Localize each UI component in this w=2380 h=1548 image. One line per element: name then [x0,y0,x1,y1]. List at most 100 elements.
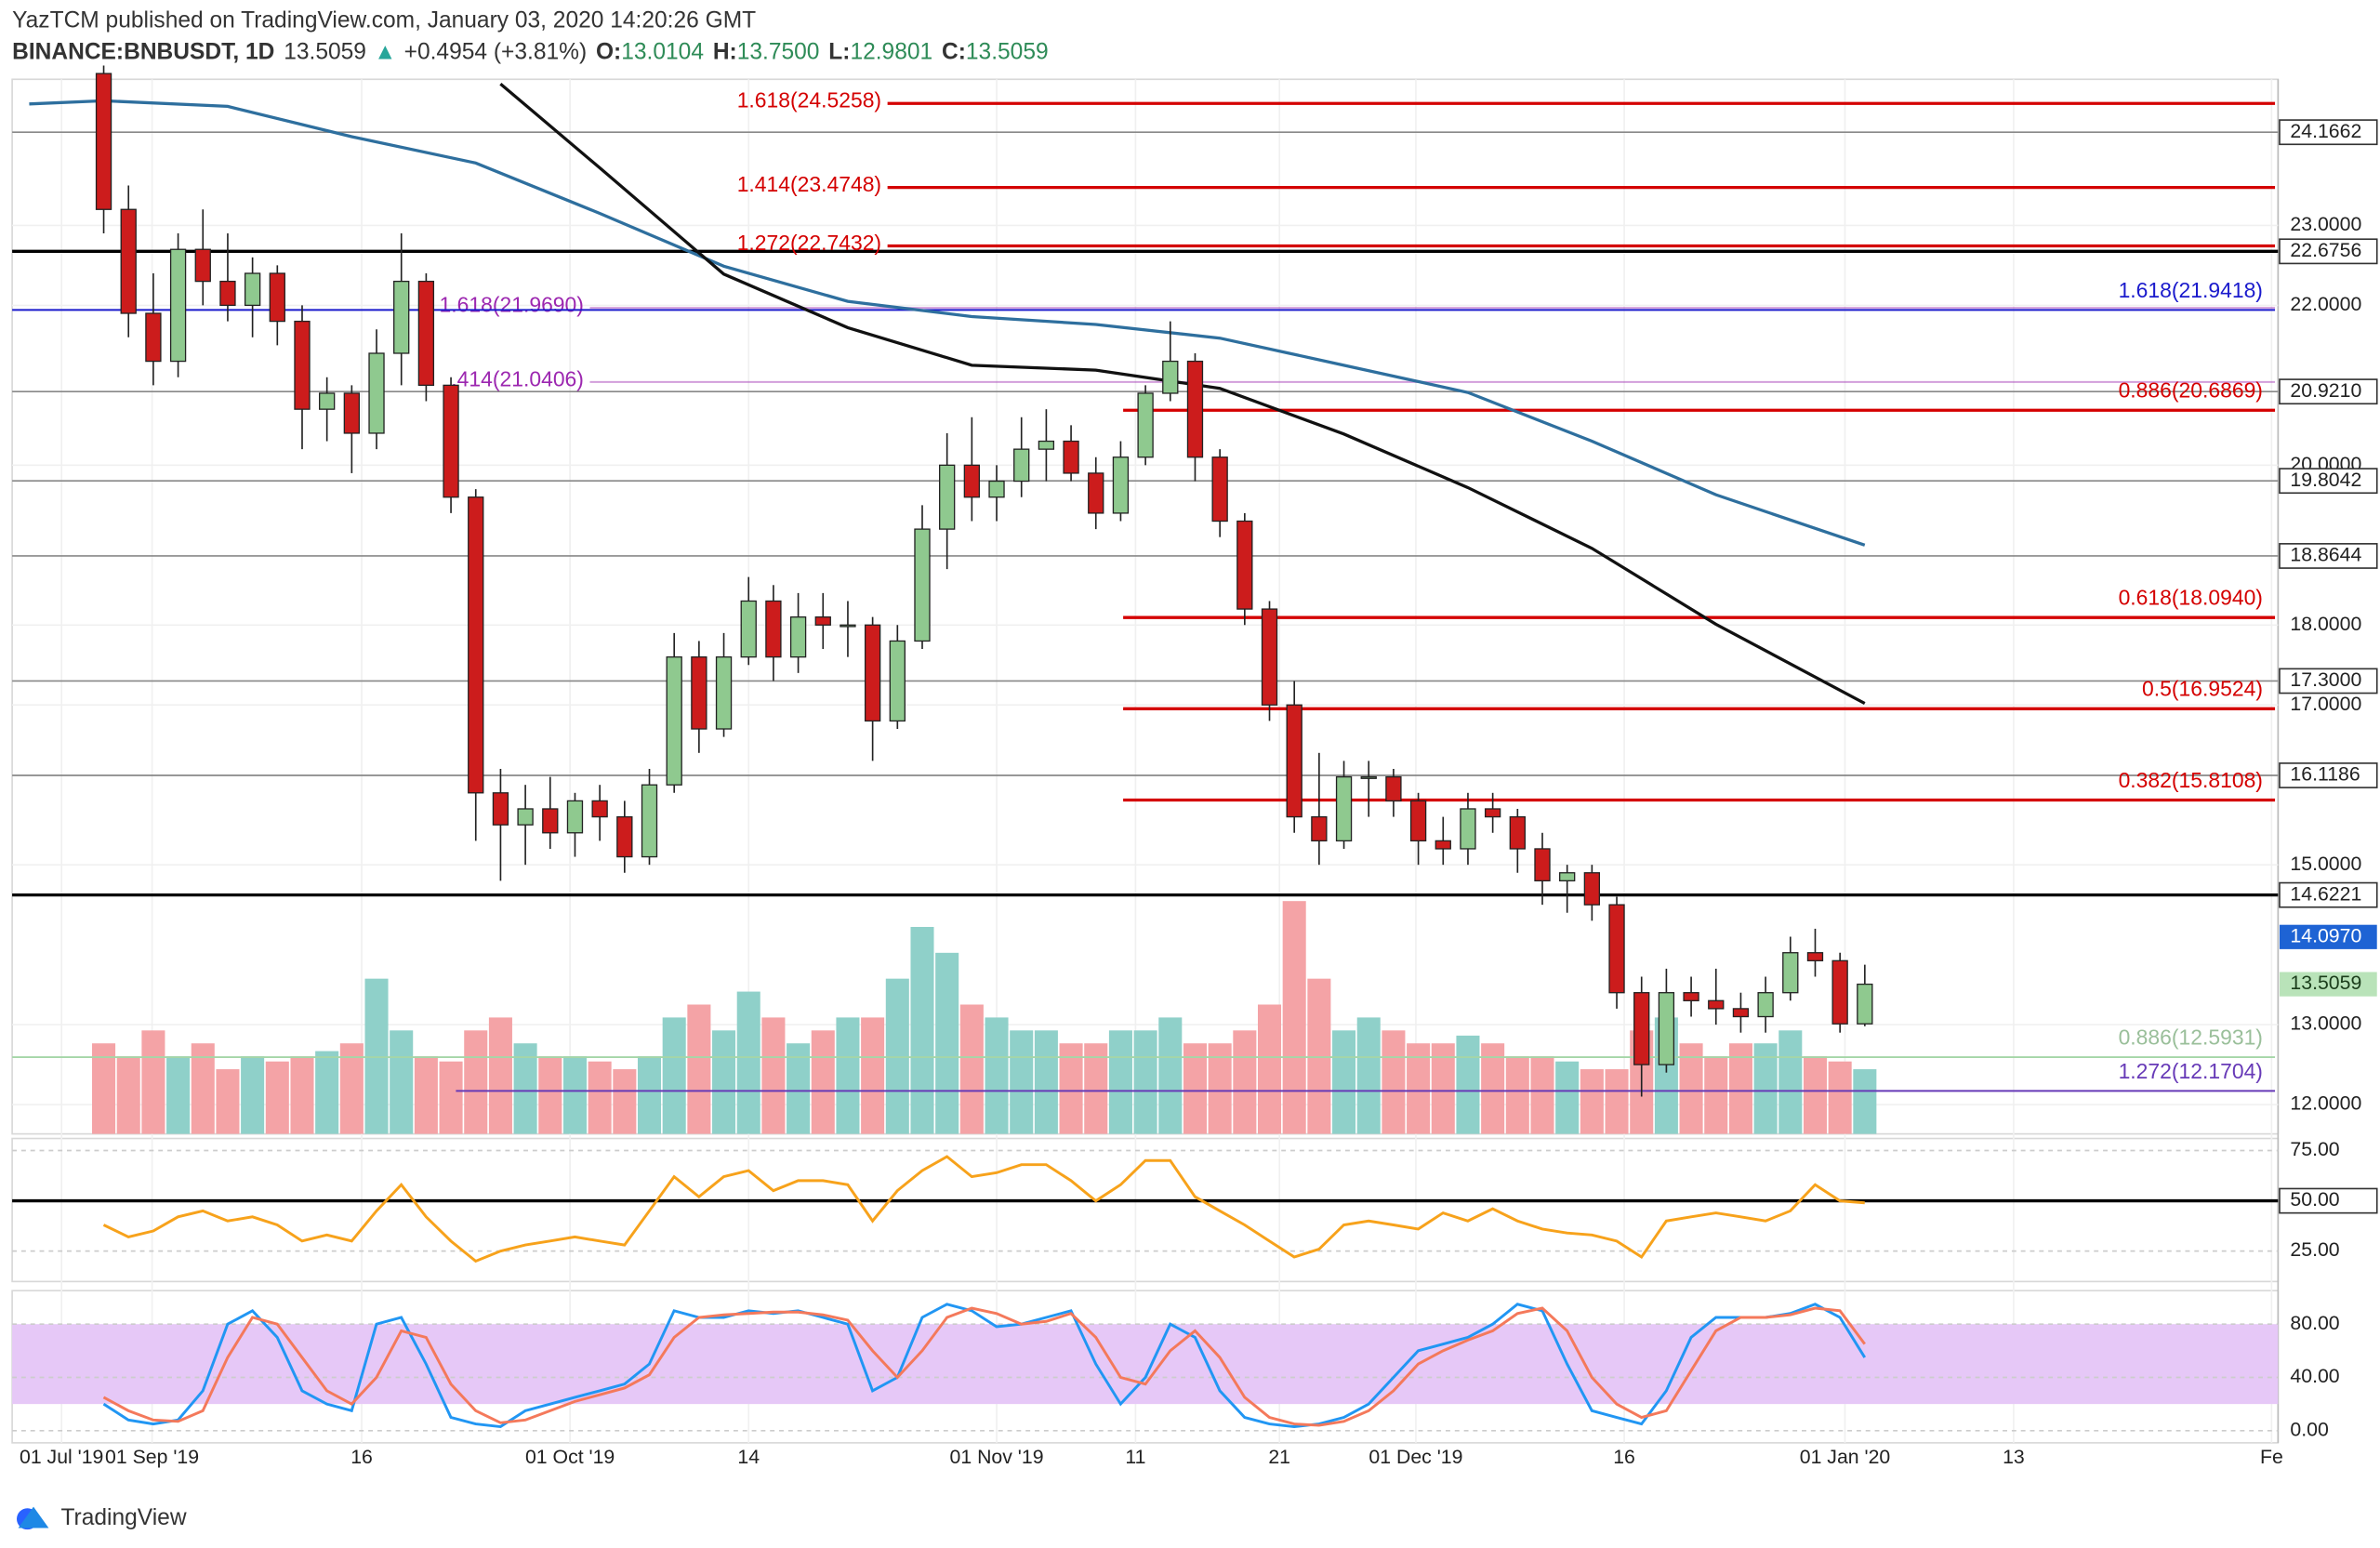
volume-bar [166,1056,191,1134]
band [12,1324,2279,1405]
y-tick-label: 50.00 [2290,1188,2339,1211]
fib-label: 0.5(16.9524) [2142,677,2263,701]
volume-bar [637,1056,662,1134]
level-label: 18.8644 [2290,544,2361,566]
x-tick-label: 01 Sep '19 [105,1446,199,1468]
volume-bar [1257,1004,1282,1134]
candle-body [1335,775,1353,842]
volume-bar [1158,1017,1183,1134]
level-label-box [2279,238,2378,265]
volume-bar [1530,1056,1554,1134]
panes: 01 Jul '19 01 Sep '19 16 01 Oct '19 14 01 Nov… [11,65,2378,1468]
volume-bar [736,991,760,1134]
last-price: 13.5059 [284,40,366,65]
candle-body [1013,448,1030,483]
candle-body [443,384,459,498]
candle-body [666,655,682,786]
volume-bar [836,1017,860,1134]
fib-label: 0.886(12.5931) [2119,1025,2263,1049]
candle-body [393,280,410,354]
candle-body [1088,472,1104,514]
x-tick-label: 01 Jul '19 [20,1446,103,1468]
candle-body [1409,800,1427,842]
level-label: 17.3000 [2290,668,2361,691]
candle-body [517,808,534,826]
x-tick-label: 16 [350,1446,373,1468]
candle-body [1732,1008,1750,1018]
volume-bar [1233,1030,1257,1134]
level-label: 24.1662 [2290,120,2361,142]
x-tick-label: 11 [1125,1446,1145,1468]
candle-body [492,792,509,826]
candle-body [120,208,137,314]
high-label: H: [713,40,737,65]
candle-body [1063,440,1079,474]
volume-bar [1728,1043,1752,1134]
volume-bar [1505,1056,1529,1134]
volume-bar [712,1030,736,1134]
candle-body [914,528,931,642]
volume-bar [191,1043,215,1134]
candle-body [1435,840,1451,850]
x-tick-label: 16 [1613,1446,1635,1468]
candle-body [939,464,956,530]
volume-bar [1034,1030,1058,1134]
candle-body [169,248,187,363]
volume-bar [861,1017,885,1134]
level-label-box [2279,468,2378,495]
level-label: 14.6221 [2290,882,2361,905]
y-tick-label: 13.0000 [2290,1012,2361,1035]
volume-bar [414,1056,438,1134]
candle-body [269,272,285,323]
indicator-line [102,1155,1865,1264]
candle-body [1460,808,1476,850]
volume-bar [1059,1043,1083,1134]
candle-body [789,616,807,658]
volume-bar [1828,1061,1852,1134]
close-value: 13.5059 [966,40,1049,65]
y-tick-label: 80.00 [2290,1312,2339,1334]
volume-bar [1133,1030,1157,1134]
x-tick-label: 21 [1268,1446,1290,1468]
open-label: O: [596,40,621,65]
candle-body [765,600,782,658]
candle-body [145,312,162,363]
y-tick-label: 0.00 [2290,1418,2328,1440]
brand: TradingView [60,1505,186,1530]
candle-body [368,352,385,434]
volume-bar [538,1056,562,1134]
volume-bar [513,1043,537,1134]
moving-average [29,99,1866,547]
price-label-box [2279,972,2377,997]
volume-bar [959,1004,984,1134]
candle-body [1806,952,1824,961]
volume-bar [1108,1030,1132,1134]
fib-label: 1.414(23.4748) [737,172,881,196]
candle-body [244,272,261,307]
volume-bar [1605,1069,1629,1134]
fib-label: 0.618(18.0940) [2119,586,2263,610]
fib-label: 1.618(21.9690) [440,292,584,316]
candle-body [343,392,361,434]
price-label: 13.5059 [2290,972,2361,994]
candle-body [1211,456,1228,523]
volume-bar [488,1017,512,1134]
volume-bar [1753,1043,1778,1134]
volume-bar [1481,1043,1505,1134]
level-label-box [2279,543,2378,569]
volume-bar [687,1004,711,1134]
fib-label: 1.618(21.9418) [2119,278,2263,302]
candle-body [1633,992,1650,1065]
volume-bar [1010,1030,1034,1134]
candle-body [1186,360,1204,458]
candle-body [417,280,435,387]
volume-bar [1555,1061,1580,1134]
volume-bar [1382,1030,1406,1134]
volume-bar [1778,1030,1803,1134]
candle-body [468,496,484,794]
candle-body [219,280,236,307]
candle-body [814,616,831,626]
volume-bar [241,1056,265,1134]
level-label-box [2279,119,2378,146]
